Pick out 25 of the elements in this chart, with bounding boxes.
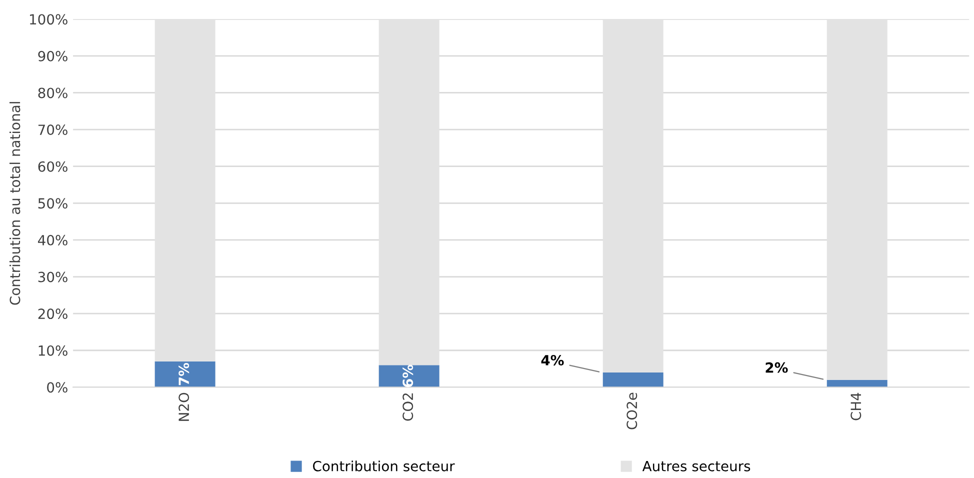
legend-label: Autres secteurs — [642, 461, 750, 472]
data-label: 2% — [766, 362, 788, 373]
bar — [602, 372, 664, 388]
legend-label: Contribution secteur — [313, 460, 455, 472]
y-tick-label: 30% — [38, 272, 68, 282]
y-tick-label: 40% — [38, 234, 68, 246]
y-tick-label: 80% — [38, 88, 68, 98]
y-tick-label: 100% — [30, 14, 68, 25]
y-tick-label: 50% — [38, 198, 68, 209]
bar — [378, 365, 440, 388]
x-tick-label: CH4 — [850, 392, 862, 420]
data-label: 6% — [402, 364, 414, 388]
x-tick-label: CO2 — [402, 393, 414, 421]
y-axis-title: Contribution au total national — [9, 102, 20, 305]
y-tick-label: 20% — [38, 308, 68, 320]
x-tick-label: CO2e — [626, 392, 638, 430]
data-label: 4% — [541, 354, 564, 366]
y-tick-label: 0% — [47, 382, 68, 393]
y-tick-label: 70% — [38, 124, 68, 136]
y-tick-label: 90% — [38, 50, 68, 62]
x-tick-label: N2O — [178, 392, 190, 421]
data-label: 7% — [178, 362, 190, 386]
y-tick-label: 10% — [38, 345, 68, 356]
y-tick-label: 60% — [38, 161, 68, 172]
bar — [154, 361, 216, 388]
